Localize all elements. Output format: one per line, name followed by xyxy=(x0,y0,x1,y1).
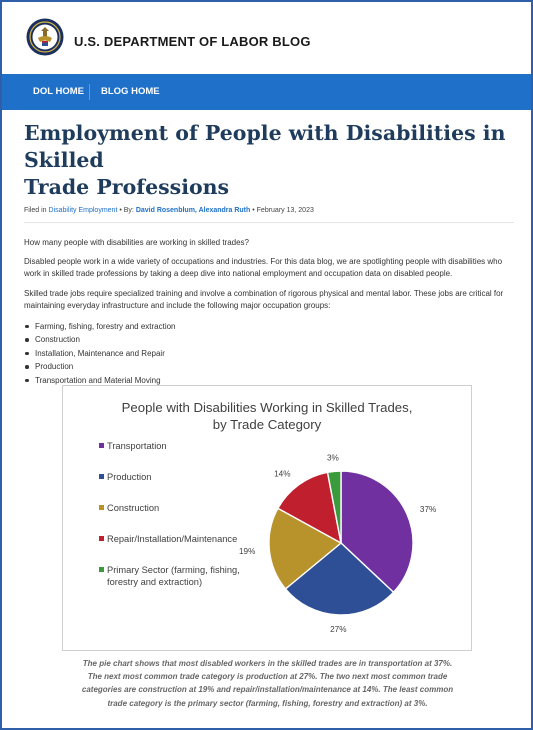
paragraph-2-line-2: maintaining everyday infrastructure and … xyxy=(24,301,331,310)
pie-slice-primary-sector-farming-fishing-forestry-and-extraction xyxy=(326,470,342,544)
pie-slice-transportation xyxy=(340,470,414,594)
pie-slice-production xyxy=(284,542,395,616)
paragraph-1: Disabled people work in a wide variety o… xyxy=(24,256,514,281)
pie-data-label: 14% xyxy=(274,469,290,478)
paragraph-2: Skilled trade jobs require specialized t… xyxy=(24,288,514,313)
list-item: Transportation and Material Moving xyxy=(24,374,514,388)
article-meta: Filed in Disability Employment • By: Dav… xyxy=(24,207,514,214)
by-label: • By: xyxy=(119,207,134,214)
pie-data-label: 37% xyxy=(420,505,436,514)
legend-swatch xyxy=(99,567,104,572)
legend-label: Construction xyxy=(107,503,159,513)
pie-chart-container: People with Disabilities Working in Skil… xyxy=(62,385,472,651)
filed-in-label: Filed in xyxy=(24,207,47,214)
legend-label: forestry and extraction) xyxy=(107,577,202,587)
paragraph-2-line-1: Skilled trade jobs require specialized t… xyxy=(24,288,504,298)
intro-question: How many people with disabilities are wo… xyxy=(24,238,249,247)
article-title: Employment of People with Disabilities i… xyxy=(24,120,514,201)
list-item: Farming, fishing, forestry and extractio… xyxy=(24,320,514,334)
site-title[interactable]: U.S. DEPARTMENT OF LABOR BLOG xyxy=(74,34,311,49)
pie-data-label: 27% xyxy=(330,625,346,634)
legend-swatch xyxy=(99,505,104,510)
article-title-line-2: Trade Professions xyxy=(24,175,230,199)
chart-caption: The pie chart shows that most disabled w… xyxy=(40,657,495,710)
site-header: U.S. DEPARTMENT OF LABOR BLOG xyxy=(2,2,531,74)
article-title-line-1: Employment of People with Disabilities i… xyxy=(24,121,506,172)
category-link[interactable]: Disability Employment xyxy=(48,207,118,214)
caption-line-2: The next most common trade category is p… xyxy=(87,672,448,682)
list-item: Installation, Maintenance and Repair xyxy=(24,347,514,361)
nav-blog-home[interactable]: BLOG HOME xyxy=(101,86,160,97)
legend-swatch xyxy=(99,443,104,448)
pie-chart: People with Disabilities Working in Skil… xyxy=(99,400,436,634)
list-item: Production xyxy=(24,360,514,374)
legend-label: Transportation xyxy=(107,441,167,451)
nav-dol-home[interactable]: DOL HOME xyxy=(33,86,85,97)
publish-date: • February 13, 2023 xyxy=(252,207,314,214)
chart-title-line-1: People with Disabilities Working in Skil… xyxy=(122,400,413,415)
legend-label: Primary Sector (farming, fishing, xyxy=(107,565,240,575)
article: Employment of People with Disabilities i… xyxy=(24,120,514,387)
legend-swatch xyxy=(99,474,104,479)
legend-swatch xyxy=(99,536,104,541)
dol-seal-logo[interactable] xyxy=(26,18,64,56)
paragraph-1-line-1: Disabled people work in a wide variety o… xyxy=(24,256,503,266)
legend-label: Repair/Installation/Maintenance xyxy=(107,534,237,544)
pie-data-label: 19% xyxy=(239,547,255,556)
pie-slice-construction xyxy=(268,507,343,590)
occupation-list: Farming, fishing, forestry and extractio… xyxy=(24,320,514,388)
nav-separator xyxy=(89,84,90,100)
caption-line-1: The pie chart shows that most disabled w… xyxy=(82,659,453,668)
caption-line-3: categories are construction at 19% and r… xyxy=(81,685,454,695)
paragraph-1-line-2: work in skilled trade professions by tak… xyxy=(24,269,453,278)
main-nav: DOL HOME BLOG HOME xyxy=(2,74,531,110)
pie-slice-repair-installation-maintenance xyxy=(276,471,342,545)
list-item: Construction xyxy=(24,333,514,347)
legend-label: Production xyxy=(107,472,151,482)
pie-data-label: 3% xyxy=(327,453,339,462)
caption-line-4: trade category is the primary sector (fa… xyxy=(107,698,428,708)
author-links[interactable]: David Rosenblum, Alexandra Ruth xyxy=(135,207,251,214)
meta-divider xyxy=(24,222,514,223)
chart-title-line-2: by Trade Category xyxy=(213,417,322,432)
